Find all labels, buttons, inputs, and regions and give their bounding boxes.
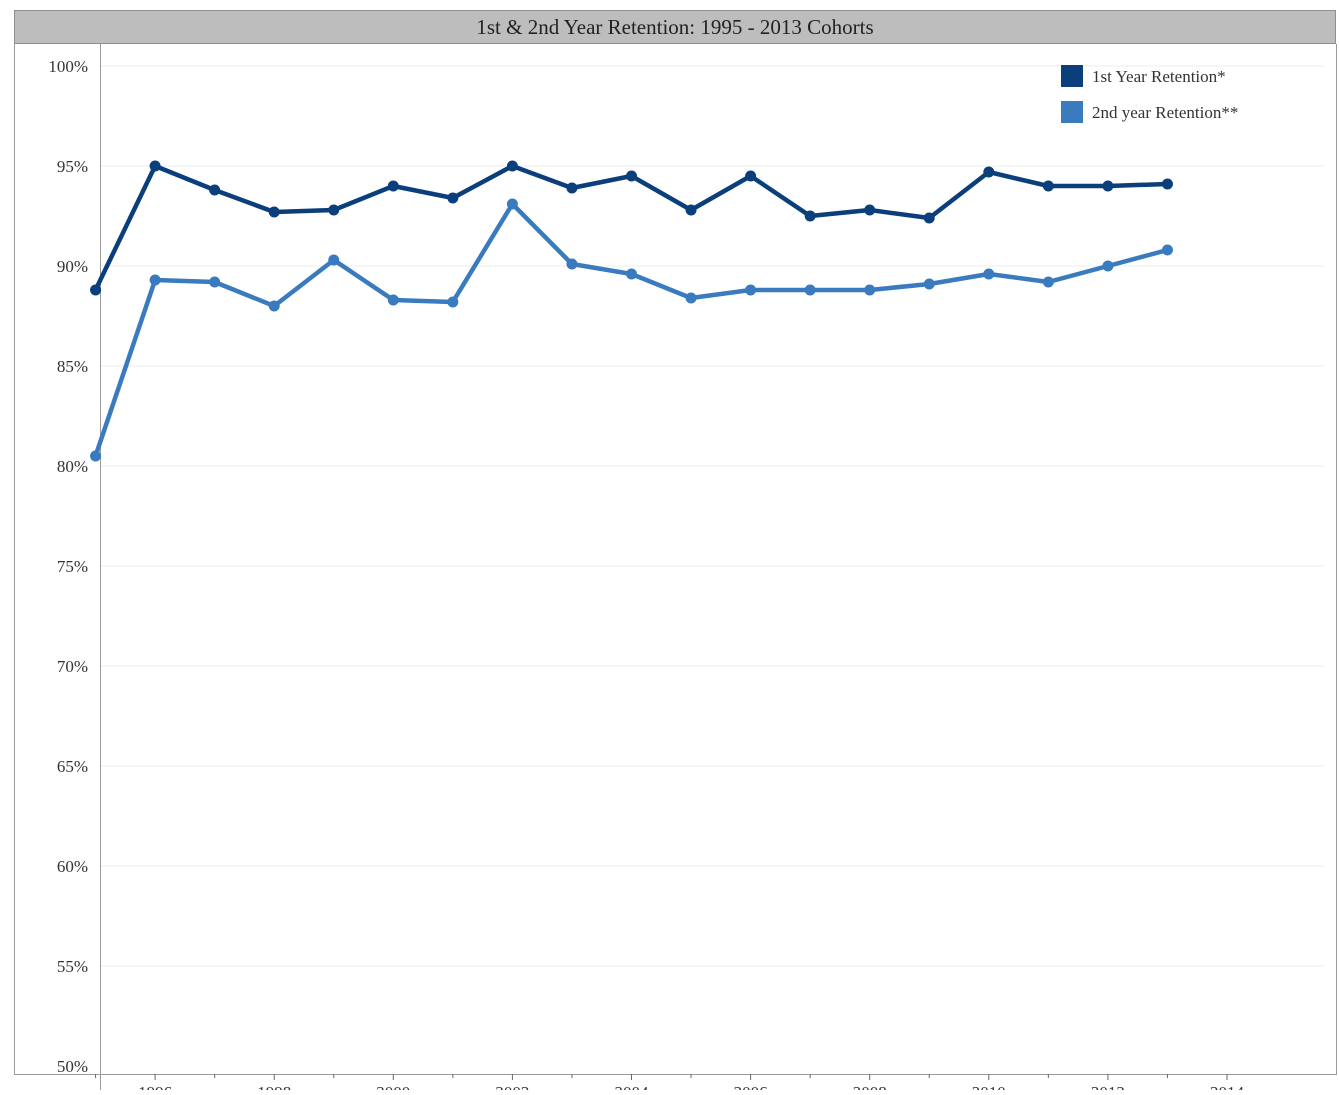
x-tick-label: 2000 (376, 1083, 410, 1090)
data-point (328, 254, 340, 266)
data-point (864, 284, 876, 296)
data-point (1102, 180, 1114, 192)
data-point (149, 274, 161, 286)
data-point (209, 184, 221, 196)
data-point (447, 296, 459, 308)
data-point (1161, 178, 1173, 190)
series-line-2 (93, 201, 1170, 459)
data-point (506, 198, 518, 210)
data-point (1102, 260, 1114, 272)
line-chart: 50% 55% 60% 65% 70% 75% 80% 85% 90% 95% 100% 1996 19… (14, 44, 1337, 1095)
x-tick-label: 2004 (615, 1083, 650, 1090)
data-point (745, 170, 757, 182)
data-point (1042, 276, 1054, 288)
data-point (566, 258, 578, 270)
y-tick-label: 50% (57, 1057, 88, 1076)
y-tick-label: 100% (48, 57, 88, 76)
x-tick-label: 2002 (495, 1083, 529, 1090)
x-tick-label: 1998 (257, 1083, 291, 1090)
data-point (268, 300, 280, 312)
data-point (685, 292, 697, 304)
y-tick-label: 95% (57, 157, 88, 176)
y-tick-label: 70% (57, 657, 88, 676)
data-point (1161, 244, 1173, 256)
x-tick-label: 2010 (972, 1083, 1006, 1090)
data-point (566, 182, 578, 194)
data-point (268, 206, 280, 218)
y-tick-label: 90% (57, 257, 88, 276)
data-point (923, 212, 935, 224)
data-point (626, 268, 637, 280)
y-tick-label: 80% (57, 457, 88, 476)
x-tick-label: 1996 (138, 1083, 172, 1090)
chart-frame: 50% 55% 60% 65% 70% 75% 80% 85% 90% 95% 100% 1996 19… (14, 44, 1337, 1095)
legend-swatch (1061, 65, 1083, 87)
data-point (90, 450, 102, 462)
x-tick-label: 2008 (853, 1083, 887, 1090)
data-point (804, 210, 816, 222)
legend-swatch (1061, 101, 1083, 123)
data-point (864, 204, 876, 216)
y-tick-label: 65% (57, 757, 88, 776)
y-tick-label: 55% (57, 957, 88, 976)
data-point (506, 160, 518, 172)
data-point (149, 160, 161, 172)
data-point (90, 284, 102, 296)
x-tick-label: 2012 (1091, 1083, 1125, 1090)
y-tick-label: 60% (57, 857, 88, 876)
data-point (923, 278, 935, 290)
data-point (387, 294, 399, 306)
data-point (745, 284, 757, 296)
data-point (1042, 180, 1054, 192)
data-point (447, 192, 459, 204)
x-tick-label: 2014 (1210, 1083, 1245, 1090)
y-tick-label: 75% (57, 557, 88, 576)
y-tick-label: 85% (57, 357, 88, 376)
x-tick-label: 2006 (734, 1083, 768, 1090)
legend-label: 2nd year Retention** (1092, 103, 1238, 122)
legend-label: 1st Year Retention* (1092, 67, 1226, 86)
data-point (804, 284, 816, 296)
data-point (328, 204, 340, 216)
chart-title: 1st & 2nd Year Retention: 1995 - 2013 Co… (14, 10, 1336, 44)
data-point (626, 170, 637, 182)
data-point (983, 268, 995, 280)
data-point (387, 180, 399, 192)
data-point (983, 166, 995, 178)
data-point (685, 204, 697, 216)
data-point (209, 276, 221, 288)
